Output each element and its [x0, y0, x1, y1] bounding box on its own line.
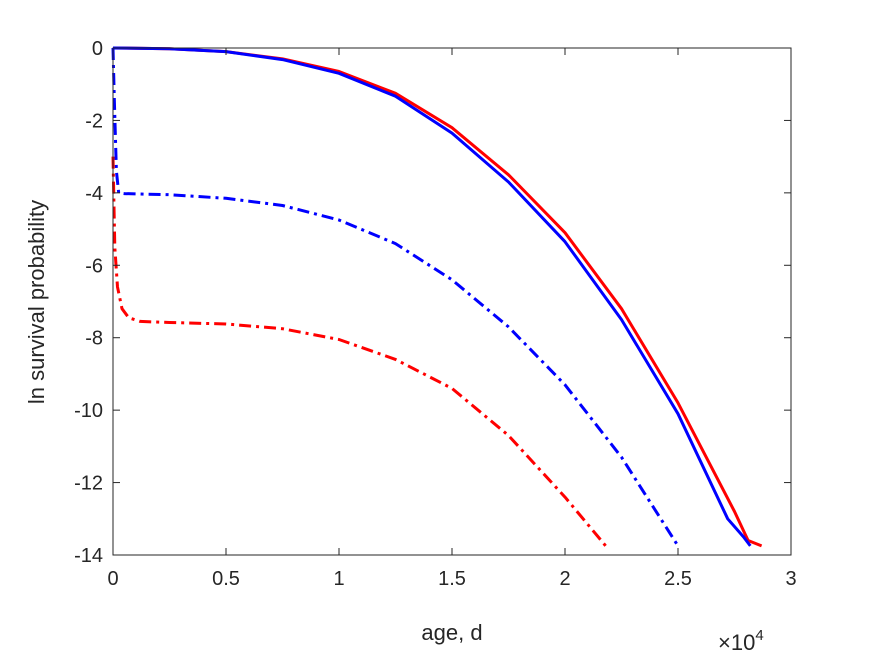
y-tick-label: 0: [92, 38, 103, 60]
y-tick-label: -8: [85, 328, 103, 350]
x-tick-label: 3: [785, 568, 796, 590]
x-tick-label: 0.5: [212, 568, 240, 590]
y-tick-label: -6: [85, 255, 103, 277]
x-tick-label: 1.5: [438, 568, 466, 590]
y-tick-label: -4: [85, 183, 103, 205]
series-layer: [111, 46, 763, 548]
y-tick-label: -12: [74, 473, 103, 495]
series-line-2: [112, 46, 752, 547]
x-tick-label: 0: [107, 568, 118, 590]
series-line-3: [111, 47, 680, 547]
series-line-4: [111, 156, 607, 547]
y-axis-ticks: 0 -2 -4 -6 -8 -10 -12 -14: [74, 38, 791, 567]
y-axis-title: ln survival probability: [24, 200, 49, 404]
x-axis-exponent-base: ×10: [718, 630, 755, 655]
y-tick-label: -10: [74, 400, 103, 422]
x-axis-ticks: 0 0.5 1 1.5 2 2.5 3: [107, 48, 797, 590]
y-tick-label: -14: [74, 545, 103, 567]
x-tick-label: 2.5: [664, 568, 692, 590]
x-tick-label: 2: [559, 568, 570, 590]
x-axis-exponent-power: 4: [755, 627, 763, 644]
x-tick-label: 1: [333, 568, 344, 590]
x-axis-exponent: ×104: [718, 627, 764, 655]
plot-background: [113, 48, 791, 555]
x-axis-title: age, d: [421, 620, 482, 645]
y-tick-label: -2: [85, 110, 103, 132]
